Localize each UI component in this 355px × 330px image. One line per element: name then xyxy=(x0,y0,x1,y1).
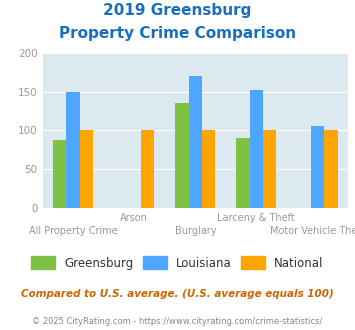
Bar xyxy=(175,103,189,208)
Text: Larceny & Theft: Larceny & Theft xyxy=(217,213,295,223)
Bar xyxy=(53,140,66,208)
Text: 2019 Greensburg: 2019 Greensburg xyxy=(103,3,252,18)
Bar xyxy=(202,130,215,208)
Text: Motor Vehicle Theft: Motor Vehicle Theft xyxy=(270,226,355,236)
Text: Compared to U.S. average. (U.S. average equals 100): Compared to U.S. average. (U.S. average … xyxy=(21,289,334,299)
Bar xyxy=(141,130,154,208)
Bar xyxy=(324,130,338,208)
Bar xyxy=(263,130,277,208)
Text: © 2025 CityRating.com - https://www.cityrating.com/crime-statistics/: © 2025 CityRating.com - https://www.city… xyxy=(32,317,323,326)
Bar xyxy=(236,138,250,208)
Text: All Property Crime: All Property Crime xyxy=(29,226,118,236)
Text: Arson: Arson xyxy=(120,213,148,223)
Legend: Greensburg, Louisiana, National: Greensburg, Louisiana, National xyxy=(27,252,328,274)
Text: Property Crime Comparison: Property Crime Comparison xyxy=(59,26,296,41)
Bar xyxy=(189,76,202,208)
Bar xyxy=(250,90,263,208)
Bar xyxy=(66,92,80,208)
Bar xyxy=(311,126,324,208)
Text: Burglary: Burglary xyxy=(175,226,216,236)
Bar xyxy=(80,130,93,208)
